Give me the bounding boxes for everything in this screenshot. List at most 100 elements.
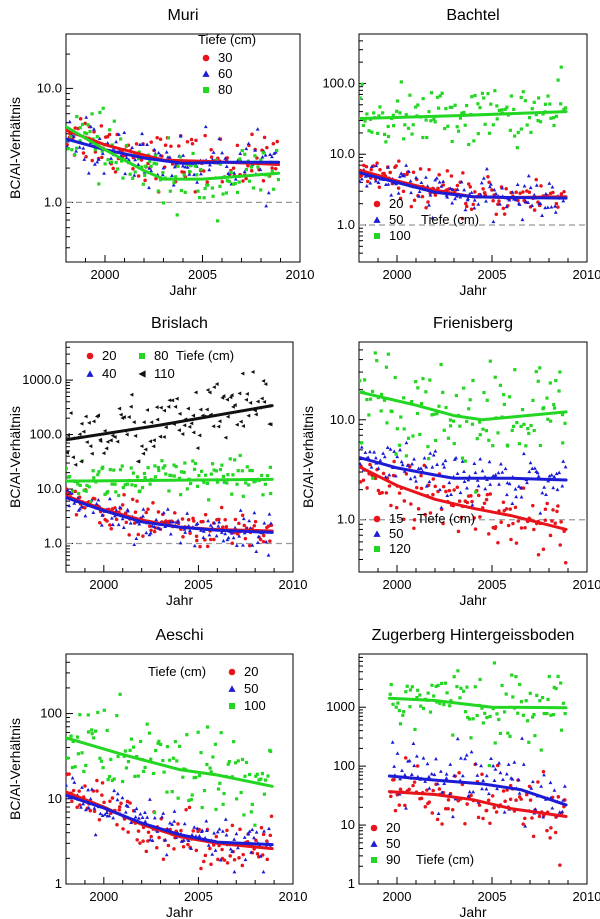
data-point	[173, 404, 178, 409]
data-point	[516, 711, 520, 715]
data-point	[421, 756, 426, 760]
data-point	[179, 828, 183, 833]
data-point	[513, 368, 517, 372]
data-point	[155, 135, 159, 140]
data-point	[456, 529, 461, 534]
data-point	[389, 682, 393, 687]
data-point	[514, 494, 519, 499]
data-point	[133, 170, 137, 174]
legend-label: 50	[244, 681, 258, 696]
data-point	[80, 751, 84, 755]
legend-marker	[370, 840, 378, 847]
data-point	[404, 806, 408, 810]
data-point	[438, 701, 442, 705]
y-tick-label: 100	[333, 758, 355, 773]
data-point	[543, 191, 548, 196]
data-point	[478, 106, 482, 110]
data-point	[170, 398, 175, 403]
data-point	[363, 119, 367, 123]
data-point	[125, 143, 129, 148]
data-point	[486, 798, 491, 802]
data-point	[384, 140, 388, 144]
data-point	[407, 758, 412, 763]
data-point	[92, 736, 96, 740]
data-point	[418, 167, 423, 171]
data-point	[97, 470, 101, 474]
data-point	[95, 789, 99, 793]
data-point	[123, 749, 127, 753]
data-point	[379, 392, 384, 397]
data-point	[115, 714, 119, 718]
data-point	[432, 412, 436, 416]
data-point	[175, 759, 179, 763]
data-point	[458, 116, 463, 120]
data-point	[135, 499, 139, 503]
data-point	[538, 699, 542, 703]
data-point	[66, 466, 68, 471]
data-point	[502, 212, 507, 216]
data-point	[424, 465, 429, 469]
data-point	[494, 810, 499, 814]
data-point	[438, 487, 442, 492]
data-point	[156, 150, 161, 155]
data-point	[521, 190, 525, 194]
data-point	[161, 466, 165, 470]
data-point	[544, 492, 548, 497]
trend-line-100	[66, 736, 274, 788]
data-point	[198, 407, 203, 412]
chart-title: Aeschi	[155, 627, 203, 644]
data-point	[102, 171, 106, 175]
data-point	[149, 757, 153, 761]
data-point	[510, 673, 514, 677]
data-point	[455, 187, 460, 191]
data-point	[137, 150, 141, 154]
data-point	[81, 429, 86, 434]
data-point	[182, 470, 186, 474]
data-point	[386, 124, 390, 129]
series-110	[66, 370, 273, 467]
data-point	[386, 165, 390, 169]
data-point	[218, 184, 222, 188]
data-point	[152, 815, 157, 820]
data-point	[125, 799, 130, 804]
data-point	[72, 501, 77, 505]
data-point	[120, 159, 124, 163]
data-point	[400, 768, 404, 773]
data-point	[150, 524, 155, 528]
data-point	[487, 131, 492, 135]
data-point	[84, 807, 88, 812]
data-point	[263, 482, 267, 486]
data-point	[359, 379, 362, 383]
data-point	[540, 213, 544, 217]
data-point	[128, 172, 132, 176]
data-point	[243, 774, 247, 778]
data-point	[397, 803, 402, 807]
data-point	[66, 147, 70, 151]
data-point	[478, 433, 482, 437]
x-axis-label: Jahr	[166, 592, 194, 608]
data-point	[503, 466, 508, 471]
data-point	[201, 535, 206, 539]
data-point	[150, 838, 155, 842]
data-point	[525, 792, 529, 797]
data-point	[157, 739, 161, 743]
data-point	[448, 762, 453, 766]
data-point	[237, 391, 242, 396]
data-point	[381, 471, 386, 476]
data-point	[156, 510, 161, 514]
data-point	[247, 179, 252, 183]
data-point	[429, 771, 434, 776]
data-point	[232, 170, 237, 175]
data-point	[538, 511, 543, 515]
data-point	[563, 421, 567, 425]
data-point	[402, 396, 406, 400]
data-point	[504, 204, 509, 209]
data-point	[216, 219, 220, 223]
data-point	[218, 781, 222, 785]
data-point	[399, 80, 403, 84]
y-tick-label: 10.0	[330, 146, 355, 161]
data-point	[561, 441, 565, 445]
y-tick-label: 100	[40, 706, 62, 721]
data-point	[235, 845, 240, 850]
